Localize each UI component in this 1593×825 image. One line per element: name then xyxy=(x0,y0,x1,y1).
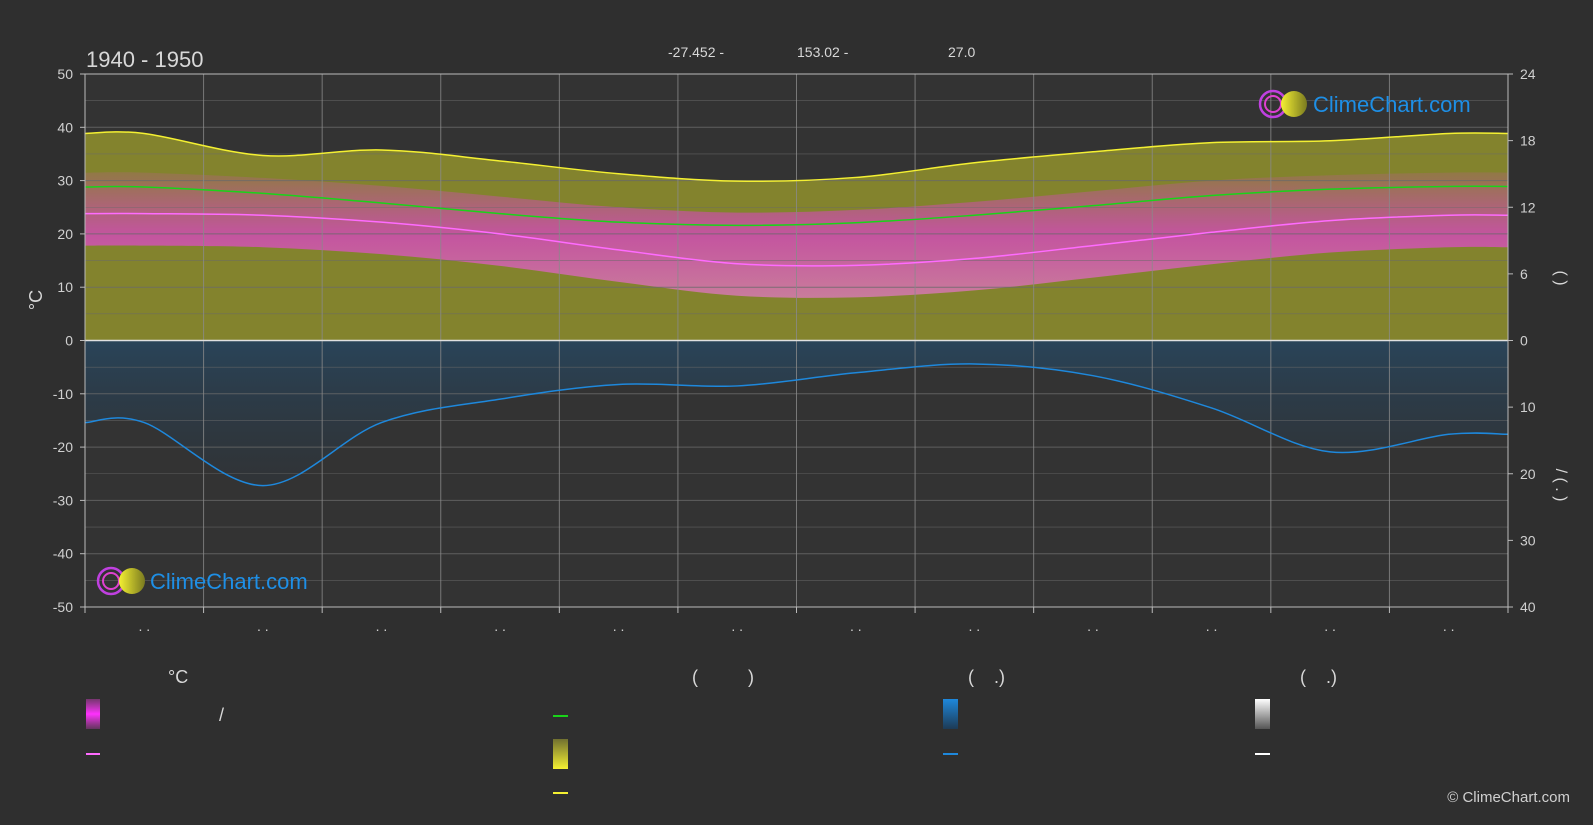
line-max_temp xyxy=(84,185,1509,227)
brand-logo-top: ClimeChart.com xyxy=(1258,89,1471,119)
line-sunshine_hours xyxy=(84,131,1509,183)
legend-rain-swatch xyxy=(943,699,958,729)
left-axis-title: °C xyxy=(26,290,46,310)
x-tick-label: . . xyxy=(1206,618,1218,634)
legend-col4-heading: ( .) xyxy=(1300,667,1337,687)
left-tick-label: -50 xyxy=(53,599,73,615)
line-mean_temp xyxy=(84,212,1509,267)
left-tick-label: 20 xyxy=(57,226,73,242)
brand-logo-bottom: ClimeChart.com xyxy=(96,566,308,596)
legend-temp-range-swatch xyxy=(86,699,100,729)
right-upper-tick-label: 6 xyxy=(1520,266,1528,282)
legend-col3-heading: ( .) xyxy=(968,667,1005,687)
left-tick-label: -40 xyxy=(53,546,73,562)
longitude-text: 153.02 - xyxy=(797,44,849,60)
x-tick-label: . . xyxy=(138,618,150,634)
series-lines xyxy=(84,131,1509,487)
legend-col2-heading: ( ) xyxy=(692,667,754,687)
x-tick-label: . . xyxy=(1443,618,1455,634)
brand-name-bottom: ClimeChart.com xyxy=(150,569,308,594)
right-axis-title-upper: ( ) xyxy=(1552,270,1569,285)
right-upper-tick-label: 12 xyxy=(1520,199,1536,215)
left-tick-label: -20 xyxy=(53,439,73,455)
left-tick-label: 30 xyxy=(57,173,73,189)
sun-icon xyxy=(119,568,145,594)
left-tick-label: 40 xyxy=(57,119,73,135)
right-lower-tick-label: 30 xyxy=(1520,532,1536,548)
x-tick-label: . . xyxy=(969,618,981,634)
right-lower-tick-label: 10 xyxy=(1520,399,1536,415)
right-lower-tick-label: 40 xyxy=(1520,599,1536,615)
left-tick-label: -30 xyxy=(53,492,73,508)
legend-col1-row1-text: / xyxy=(219,705,224,725)
x-tick-label: . . xyxy=(1087,618,1099,634)
sun-icon xyxy=(1281,91,1307,117)
copyright: © ClimeChart.com xyxy=(1447,789,1570,806)
right-axis-title-lower: / ( . ) xyxy=(1552,469,1569,502)
legend: °C ( ) ( .) ( .) / xyxy=(86,667,1337,794)
x-tick-label: . . xyxy=(731,618,743,634)
left-tick-label: -10 xyxy=(53,386,73,402)
right-upper-tick-label: 24 xyxy=(1520,66,1536,82)
grid-lines xyxy=(84,73,1509,608)
line-precipitation_mm xyxy=(84,363,1509,487)
left-tick-label: 50 xyxy=(57,66,73,82)
left-tick-label: 10 xyxy=(57,279,73,295)
left-tick-label: 0 xyxy=(65,333,73,349)
elevation-text: 27.0 xyxy=(948,44,975,60)
right-upper-tick-label: 18 xyxy=(1520,133,1536,149)
x-tick-label: . . xyxy=(613,618,625,634)
period-title: 1940 - 1950 xyxy=(86,47,203,72)
x-tick-label: . . xyxy=(1324,618,1336,634)
x-tick-label: . . xyxy=(376,618,388,634)
x-tick-label: . . xyxy=(257,618,269,634)
axes: 50 40 30 20 10 0 -10 -20 -30 -40 -50 24 18 12 6 0 10 20 30… xyxy=(53,66,1536,634)
right-upper-tick-label: 0 xyxy=(1520,333,1528,349)
x-tick-label: . . xyxy=(494,618,506,634)
x-tick-label: . . xyxy=(850,618,862,634)
brand-name-top: ClimeChart.com xyxy=(1313,92,1471,117)
legend-sunshine-swatch xyxy=(553,739,568,769)
legend-snow-swatch xyxy=(1255,699,1270,729)
latitude-text: -27.452 - xyxy=(668,44,724,60)
legend-col1-heading: °C xyxy=(168,667,188,687)
right-lower-tick-label: 20 xyxy=(1520,466,1536,482)
